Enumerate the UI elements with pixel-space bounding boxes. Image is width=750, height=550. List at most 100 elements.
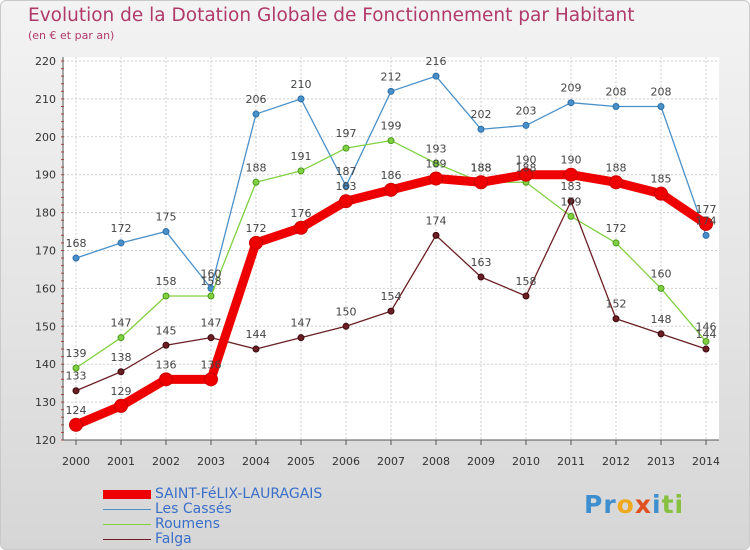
chart-title: Evolution de la Dotation Globale de Fonc… (28, 5, 635, 26)
data-point (699, 216, 713, 231)
data-point (252, 345, 260, 353)
y-tick-label: 200 (35, 131, 56, 144)
data-point (339, 194, 353, 209)
data-point (387, 307, 395, 315)
legend-label: SAINT-FéLIX-LAURAGAIS (155, 486, 323, 502)
x-tick-label: 2001 (107, 455, 135, 468)
legend-label: Falga (155, 531, 192, 547)
data-point (522, 121, 530, 129)
data-point (612, 102, 620, 110)
data-point (249, 235, 263, 250)
x-tick-label: 2014 (692, 455, 720, 468)
data-label: 144 (246, 328, 267, 341)
data-label: 139 (66, 347, 87, 360)
data-label: 175 (156, 211, 177, 224)
data-label: 193 (426, 142, 447, 155)
x-tick-label: 2010 (512, 455, 540, 468)
x-tick-label: 2005 (287, 455, 315, 468)
legend-swatch (103, 524, 151, 525)
data-label: 168 (66, 237, 87, 250)
data-point (384, 182, 398, 197)
data-point (297, 167, 305, 175)
x-tick-label: 2008 (422, 455, 450, 468)
logo-part: ti (661, 490, 685, 519)
data-label: 188 (516, 161, 537, 174)
data-point (204, 372, 218, 387)
chart-subtitle: (en € et par an) (28, 29, 115, 42)
y-tick-label: 220 (35, 55, 56, 68)
data-label: 188 (606, 161, 627, 174)
x-tick-label: 2012 (602, 455, 630, 468)
y-tick-label: 160 (35, 282, 56, 295)
data-label: 160 (651, 267, 672, 280)
data-point (162, 292, 170, 300)
data-point (432, 231, 440, 239)
data-point (387, 137, 395, 145)
data-point (72, 364, 80, 372)
data-point (429, 171, 443, 186)
data-label: 197 (336, 127, 357, 140)
y-tick-label: 180 (35, 207, 56, 220)
data-point (117, 368, 125, 376)
data-label: 210 (291, 78, 312, 91)
data-label: 174 (696, 214, 717, 227)
data-point (207, 292, 215, 300)
data-point (159, 372, 173, 387)
data-point (297, 334, 305, 342)
data-point (72, 387, 80, 395)
data-label: 147 (111, 317, 132, 330)
data-point (72, 254, 80, 262)
data-point (702, 337, 710, 345)
legend-swatch (103, 539, 151, 540)
data-point (702, 231, 710, 239)
data-label: 189 (426, 157, 447, 170)
data-point (522, 292, 530, 300)
y-tick-label: 140 (35, 358, 56, 371)
data-label: 183 (336, 180, 357, 193)
data-label: 187 (336, 165, 357, 178)
y-tick-label: 210 (35, 93, 56, 106)
data-label: 158 (156, 275, 177, 288)
x-tick-label: 2000 (62, 455, 90, 468)
data-point (162, 228, 170, 236)
data-label: 129 (111, 385, 132, 398)
data-point (342, 182, 350, 190)
data-label: 136 (156, 358, 177, 371)
data-label: 172 (246, 222, 267, 235)
data-label: 172 (111, 222, 132, 235)
data-point (297, 95, 305, 103)
data-label: 216 (426, 55, 447, 68)
y-tick-label: 130 (35, 396, 56, 409)
data-label: 158 (201, 275, 222, 288)
data-point (294, 220, 308, 235)
data-label: 179 (561, 195, 582, 208)
data-point (567, 99, 575, 107)
logo-part: Pr (584, 490, 617, 519)
data-label: 160 (201, 267, 222, 280)
data-label: 154 (381, 290, 402, 303)
data-point (342, 322, 350, 330)
legend-swatch (103, 490, 151, 499)
x-tick-label: 2007 (377, 455, 405, 468)
data-label: 147 (201, 317, 222, 330)
x-tick-label: 2006 (332, 455, 360, 468)
legend-label: Les Cassés (155, 501, 232, 517)
data-point (342, 144, 350, 152)
data-label: 176 (291, 207, 312, 220)
data-point (162, 341, 170, 349)
data-point (612, 239, 620, 247)
data-point (609, 175, 623, 190)
data-point (567, 212, 575, 220)
data-point (252, 178, 260, 186)
data-label: 203 (516, 104, 537, 117)
data-point (474, 175, 488, 190)
data-label: 185 (651, 173, 672, 186)
data-point (117, 239, 125, 247)
y-tick-label: 150 (35, 320, 56, 333)
x-tick-label: 2003 (197, 455, 225, 468)
data-label: 158 (516, 275, 537, 288)
x-tick-label: 2004 (242, 455, 270, 468)
x-tick-label: 2009 (467, 455, 495, 468)
logo-part: i (651, 490, 662, 519)
data-point (564, 167, 578, 182)
